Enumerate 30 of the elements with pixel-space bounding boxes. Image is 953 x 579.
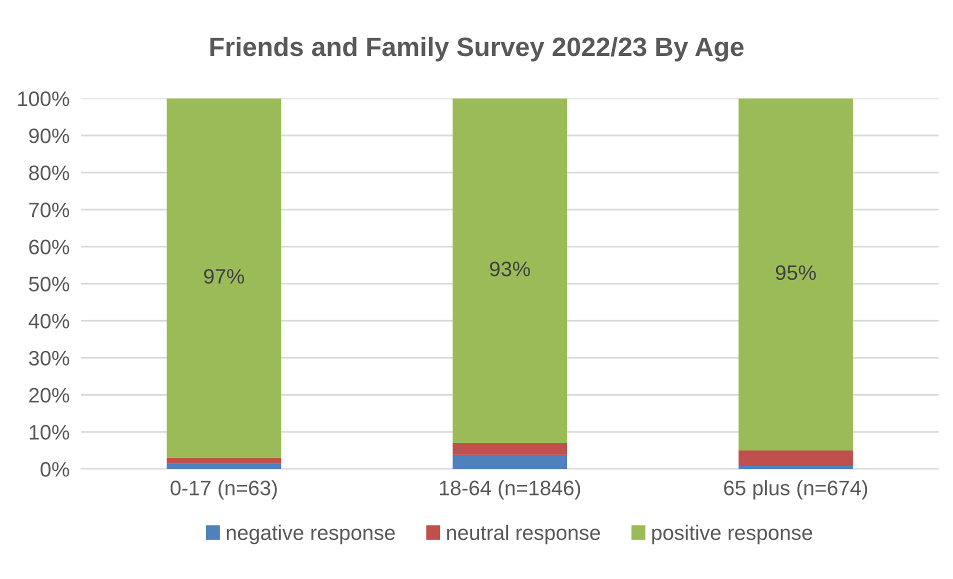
y-tick-label: 10% (30, 424, 70, 440)
x-tick-label: 18-64 (n=1846) (440, 480, 580, 500)
chart-title: Friends and Family Survey 2022/23 By Age (210, 36, 744, 62)
y-tick-label: 80% (29, 166, 70, 180)
x-tick-label: 0-17 (n=63) (170, 480, 277, 500)
y-tick-label: 0% (40, 462, 70, 477)
y-tick-label: 30% (28, 350, 70, 366)
bar (738, 466, 853, 469)
bar (452, 454, 568, 469)
y-tick-label: 20% (29, 388, 70, 403)
bar (452, 98, 568, 444)
bar (738, 98, 853, 450)
data-label: 93% (490, 262, 530, 276)
bar (166, 458, 282, 464)
data-label: 97% (204, 268, 244, 284)
y-tick-label: 90% (29, 128, 70, 144)
legend-label: negative response (226, 524, 395, 544)
bar (452, 443, 568, 455)
data-label: 95% (776, 265, 816, 280)
y-tick-label: 70% (29, 202, 70, 218)
legend-label: positive response (652, 524, 812, 544)
y-tick-label: 50% (29, 276, 70, 292)
bar (738, 450, 853, 466)
x-tick-label: 65 plus (n=674) (724, 480, 868, 500)
bar (166, 464, 282, 469)
y-tick-label: 60% (29, 240, 70, 254)
y-tick-label: 100% (18, 91, 70, 106)
y-tick-label: 40% (28, 314, 70, 329)
bar (166, 98, 282, 458)
legend-label: neutral response (447, 524, 600, 544)
